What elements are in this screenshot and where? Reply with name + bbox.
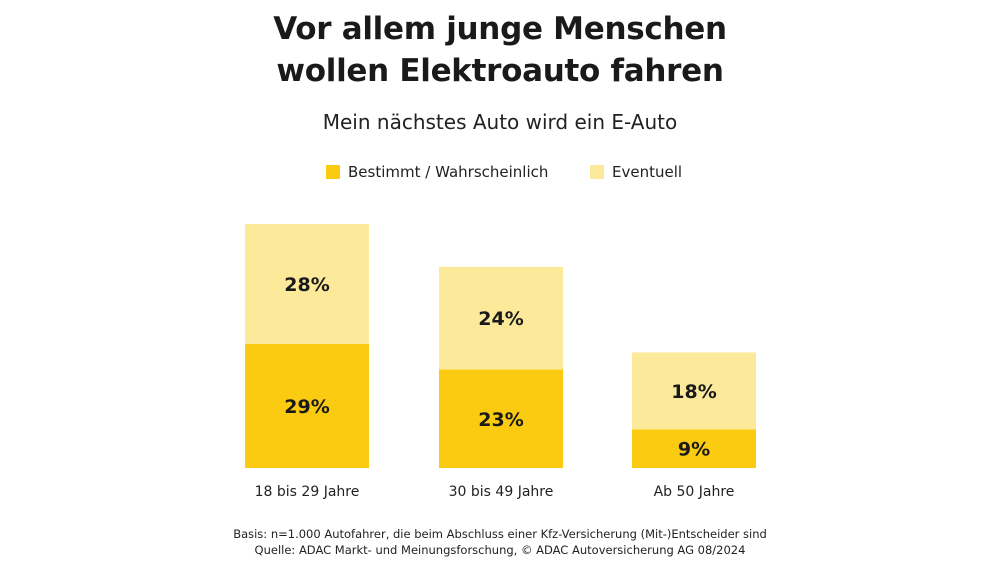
chart-title: Vor allem junge Menschen wollen Elektroa… [0, 8, 1000, 92]
data-label-bestimmt-1: 29% [284, 396, 329, 418]
footer-source: Quelle: ADAC Markt- und Meinungsforschun… [254, 543, 746, 557]
legend-swatch-bestimmt [326, 165, 340, 179]
chart-title-line-2: wollen Elektroauto fahren [276, 53, 724, 89]
data-label-eventuell-3: 18% [671, 381, 716, 403]
data-label-bestimmt-3: 9% [678, 439, 710, 461]
data-label-eventuell-2: 24% [478, 308, 523, 330]
chart-footer: Basis: n=1.000 Autofahrer, die beim Absc… [0, 526, 1000, 558]
chart-subtitle: Mein nächstes Auto wird ein E-Auto [322, 110, 678, 134]
bar-eventuell-1 [245, 224, 369, 344]
data-label-bestimmt-2: 23% [478, 409, 523, 431]
category-label-1: 18 bis 29 Jahre [255, 484, 360, 500]
legend-label-eventuell: Eventuell [612, 163, 683, 181]
category-label-2: 30 bis 49 Jahre [449, 484, 554, 500]
legend-label-bestimmt: Bestimmt / Wahrscheinlich [348, 163, 549, 181]
bar-bestimmt-2 [439, 369, 563, 468]
legend-item-eventuell: Eventuell [590, 163, 682, 181]
bar-bestimmt-3 [632, 429, 756, 468]
chart-title-line-1: Vor allem junge Menschen [273, 11, 727, 47]
legend-swatch-eventuell [590, 165, 604, 179]
bar-eventuell-2 [439, 266, 563, 370]
legend: Bestimmt / Wahrscheinlich Eventuell [0, 163, 1000, 185]
legend-item-bestimmt: Bestimmt / Wahrscheinlich [326, 163, 548, 181]
bar-eventuell-3 [632, 352, 756, 430]
data-label-eventuell-1: 28% [284, 274, 329, 296]
category-label-3: Ab 50 Jahre [654, 484, 735, 500]
footer-basis: Basis: n=1.000 Autofahrer, die beim Absc… [233, 527, 767, 541]
bar-bestimmt-1 [245, 343, 369, 468]
